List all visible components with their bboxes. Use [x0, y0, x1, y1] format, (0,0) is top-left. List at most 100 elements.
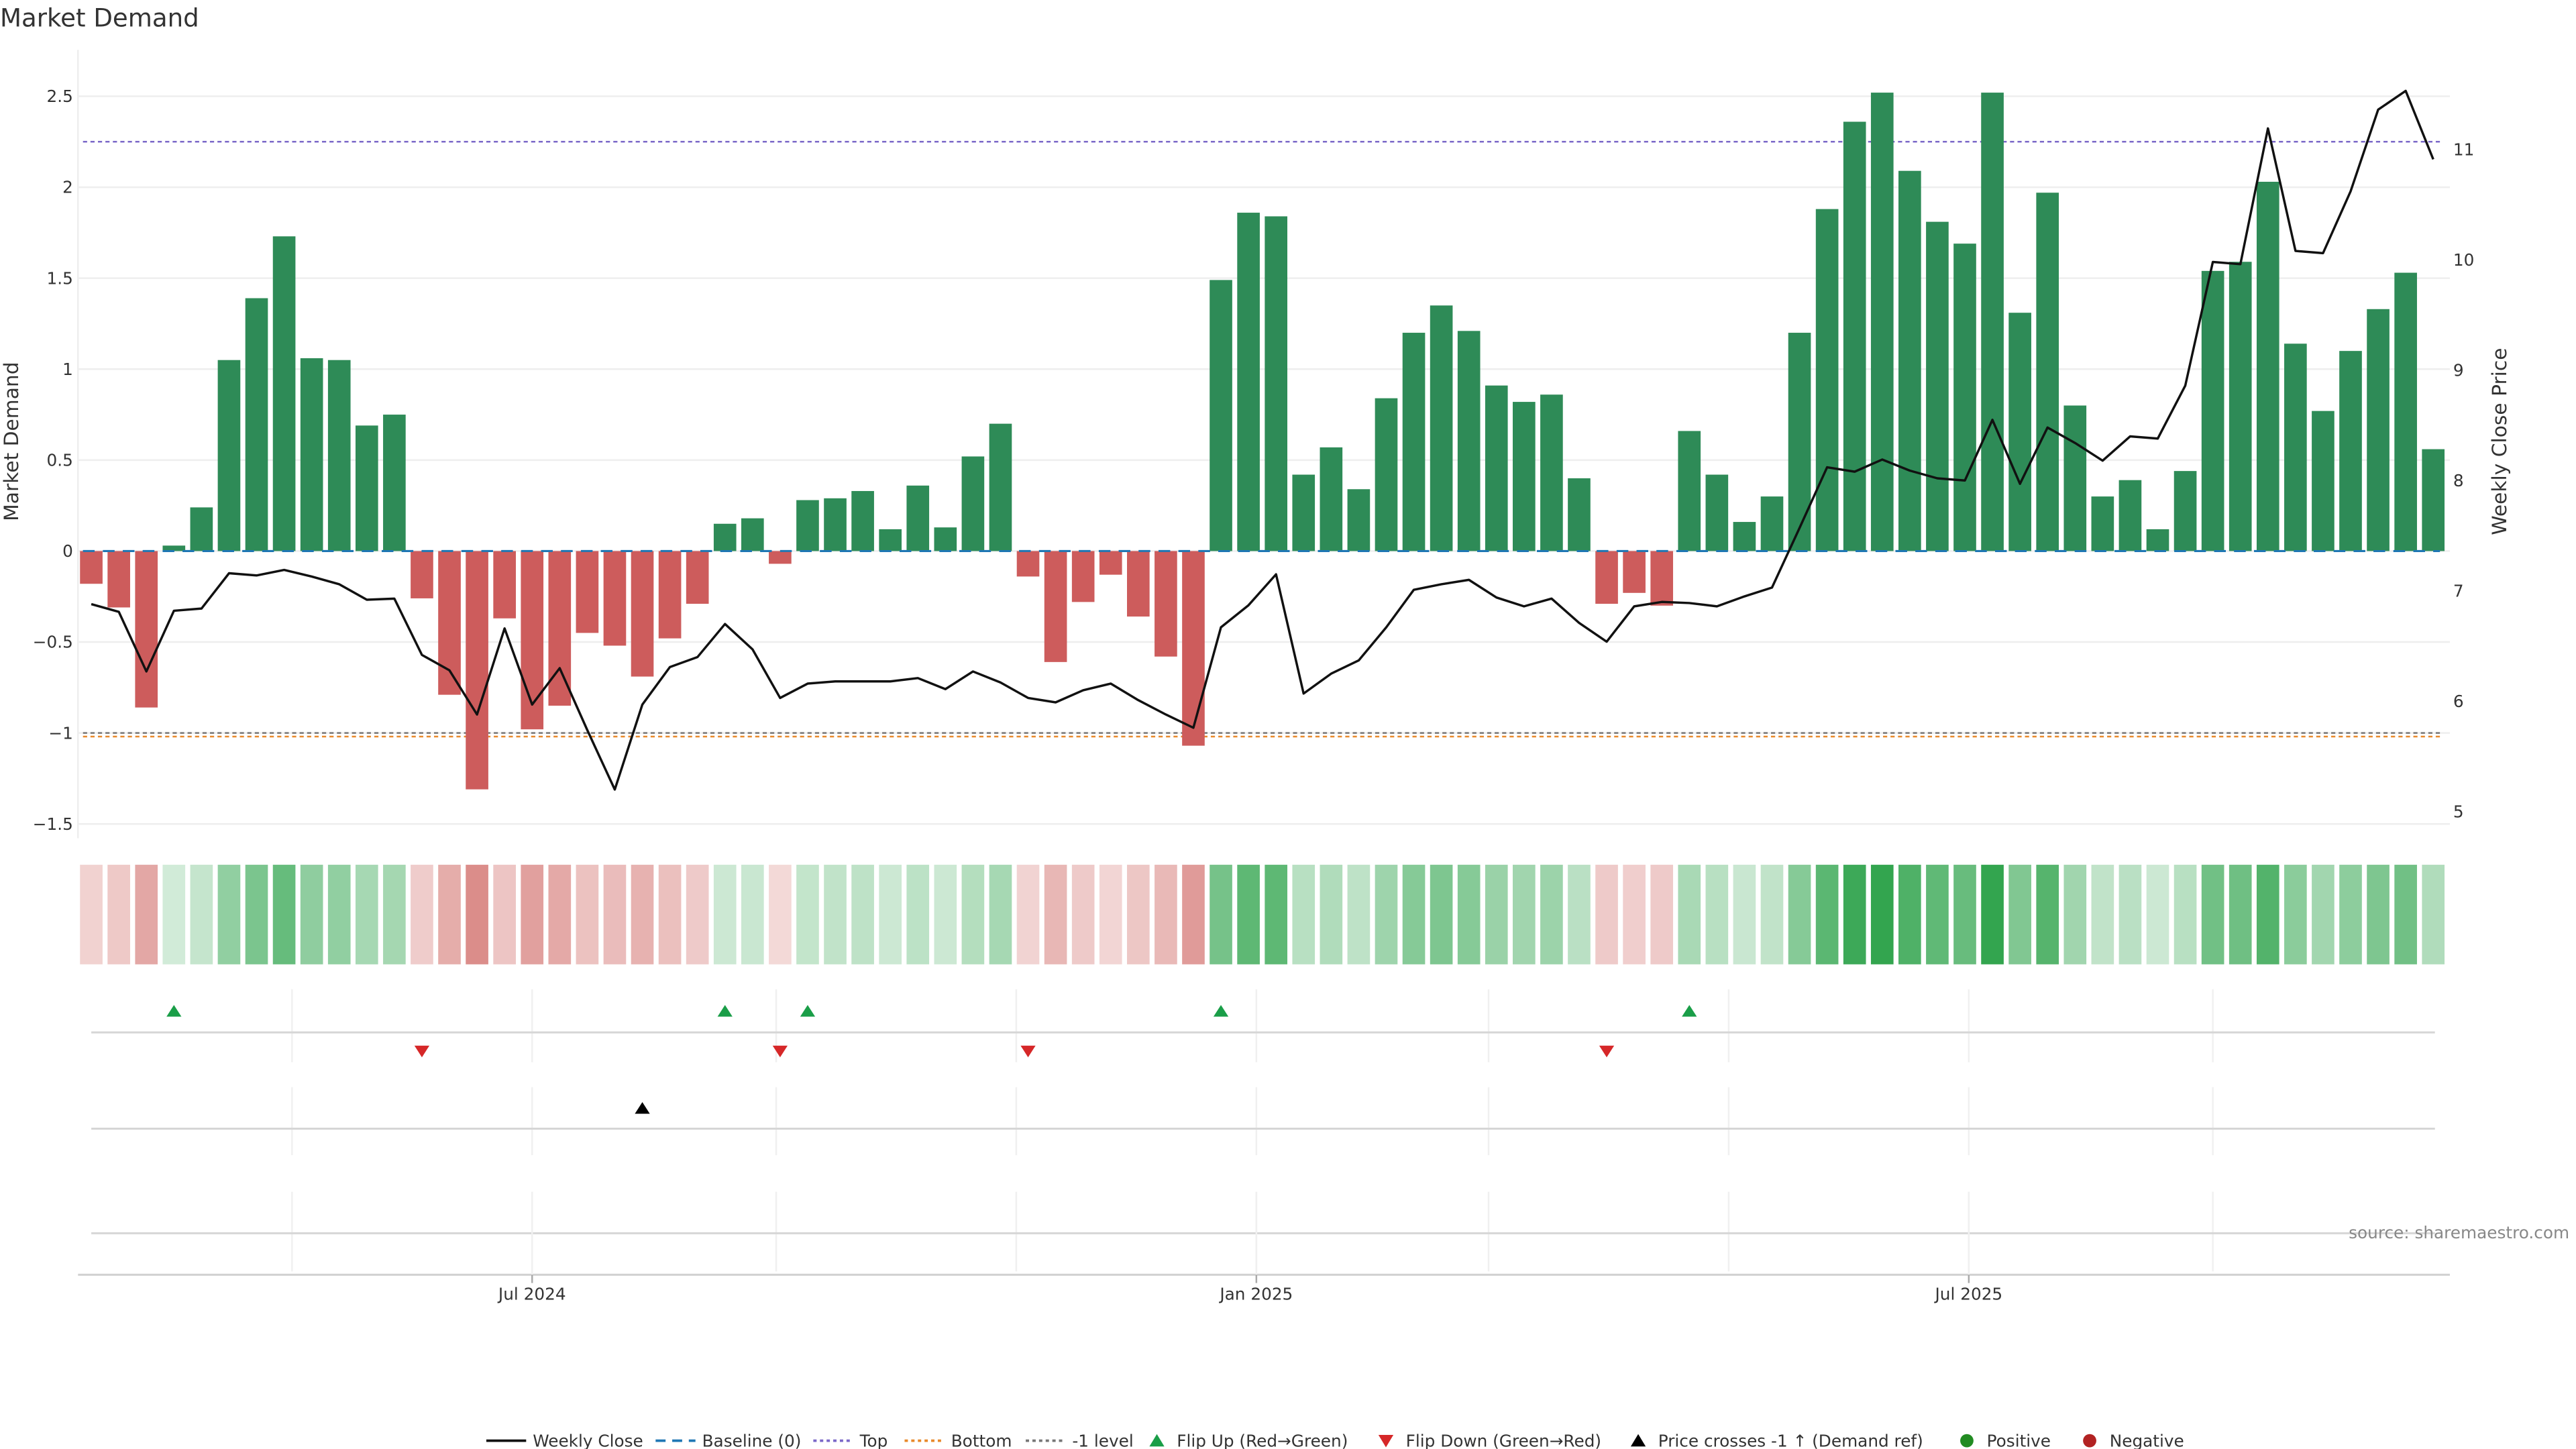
heat-cell: [1733, 865, 1756, 965]
y-tick-label: 2: [62, 178, 73, 197]
bar-negative: [80, 551, 103, 584]
flip-up-marker: [1682, 1005, 1697, 1017]
heat-cell: [1099, 865, 1122, 965]
heat-cell: [1375, 865, 1398, 965]
heat-cell: [1071, 865, 1095, 965]
heat-cell: [217, 865, 241, 965]
bar-positive: [741, 518, 764, 551]
heat-cell: [1127, 865, 1150, 965]
y2-tick-label: 10: [2453, 250, 2474, 270]
heat-cell: [1650, 865, 1674, 965]
weekly-close-polyline: [91, 89, 2434, 791]
heat-cell: [1430, 865, 1453, 965]
flip-down-marker: [1599, 1045, 1615, 1058]
bar-positive: [1788, 333, 1811, 551]
heat-cell: [355, 865, 378, 965]
heat-cell: [1843, 865, 1866, 965]
heat-cell: [2312, 865, 2334, 965]
heat-cell: [2091, 865, 2114, 965]
flip-up-marker: [717, 1005, 733, 1017]
heat-cell: [1705, 865, 1729, 965]
y-tick-label: 0: [62, 541, 73, 561]
bar-positive: [1402, 333, 1426, 551]
y2-tick-label: 5: [2453, 802, 2464, 822]
flip-up-marker: [166, 1005, 182, 1017]
legend-triangle-up-icon: [1149, 1434, 1165, 1447]
bar-negative: [1071, 551, 1095, 602]
heat-cell: [1788, 865, 1811, 965]
y2-tick-label: 9: [2453, 360, 2464, 380]
bar-positive: [217, 360, 241, 551]
bar-negative: [603, 551, 627, 646]
heat-cell: [851, 865, 874, 965]
heat-cell: [1182, 865, 1205, 965]
heat-cell: [1870, 865, 1894, 965]
bar-positive: [1265, 216, 1288, 551]
heat-cell: [80, 865, 103, 965]
bar-positive: [824, 498, 847, 551]
bar-negative: [135, 551, 158, 708]
bar-positive: [1843, 121, 1866, 551]
bar-positive: [1375, 398, 1398, 551]
bar-positive: [190, 507, 213, 551]
bar-positive: [2284, 343, 2307, 551]
bar-negative: [1595, 551, 1618, 604]
heat-cell: [576, 865, 599, 965]
x-tick-label: Jul 2024: [497, 1284, 566, 1303]
chart-title: Market Demand: [0, 4, 199, 33]
legend-label: Price crosses -1 ↑ (Demand ref): [1658, 1431, 1923, 1449]
bar-positive: [1347, 489, 1371, 551]
flip-up-marker: [800, 1005, 816, 1017]
heat-cell: [2063, 865, 2087, 965]
bar-positive: [2339, 351, 2362, 551]
bar-negative: [631, 551, 654, 677]
bar-positive: [245, 298, 268, 551]
bar-negative: [107, 551, 130, 608]
bar-negative: [438, 551, 461, 695]
bar-positive: [1705, 474, 1729, 551]
heat-cell: [1568, 865, 1591, 965]
heat-cell: [1981, 865, 2004, 965]
bar-positive: [934, 527, 957, 551]
bar-positive: [2367, 309, 2390, 551]
heat-cell: [466, 865, 488, 965]
bar-positive: [879, 529, 902, 551]
bar-positive: [1981, 93, 2004, 551]
bar-positive: [1568, 478, 1591, 551]
bar-negative: [1127, 551, 1150, 617]
y-tick-label: −0.5: [33, 633, 73, 652]
bar-positive: [1953, 244, 1976, 551]
heat-cell: [162, 865, 186, 965]
bar-positive: [2036, 193, 2059, 551]
bar-negative: [1016, 551, 1040, 577]
legend: Weekly Close Baseline (0) Top Bottom -1 leve…: [486, 1431, 2184, 1449]
bar-positive: [2312, 411, 2334, 551]
gridlines: [77, 50, 2450, 839]
heat-cell: [1347, 865, 1371, 965]
heat-cell: [548, 865, 572, 965]
heat-cell: [2284, 865, 2307, 965]
heat-cell: [300, 865, 323, 965]
bar-positive: [2201, 270, 2224, 551]
heat-cell: [2394, 865, 2417, 965]
heat-cell: [769, 865, 792, 965]
bar-negative: [658, 551, 682, 639]
bar-negative: [1182, 551, 1205, 746]
legend-triangle-up-icon: [1630, 1434, 1646, 1447]
y2-tick-label: 7: [2453, 581, 2464, 600]
bar-positive: [2008, 313, 2031, 551]
heat-cell: [1044, 865, 1067, 965]
bar-positive: [383, 415, 406, 551]
heat-cell: [1898, 865, 1921, 965]
heat-cell: [2146, 865, 2169, 965]
heat-cell: [686, 865, 709, 965]
heat-cell: [961, 865, 985, 965]
legend-label: -1 level: [1072, 1431, 1133, 1449]
legend-label: Baseline (0): [702, 1431, 802, 1449]
y2-tick-label: 6: [2453, 692, 2464, 711]
bar-negative: [1099, 551, 1122, 575]
bar-positive: [1898, 170, 1921, 551]
heat-cell: [1678, 865, 1701, 965]
bar-positive: [327, 360, 351, 551]
bar-positive: [1210, 280, 1232, 551]
